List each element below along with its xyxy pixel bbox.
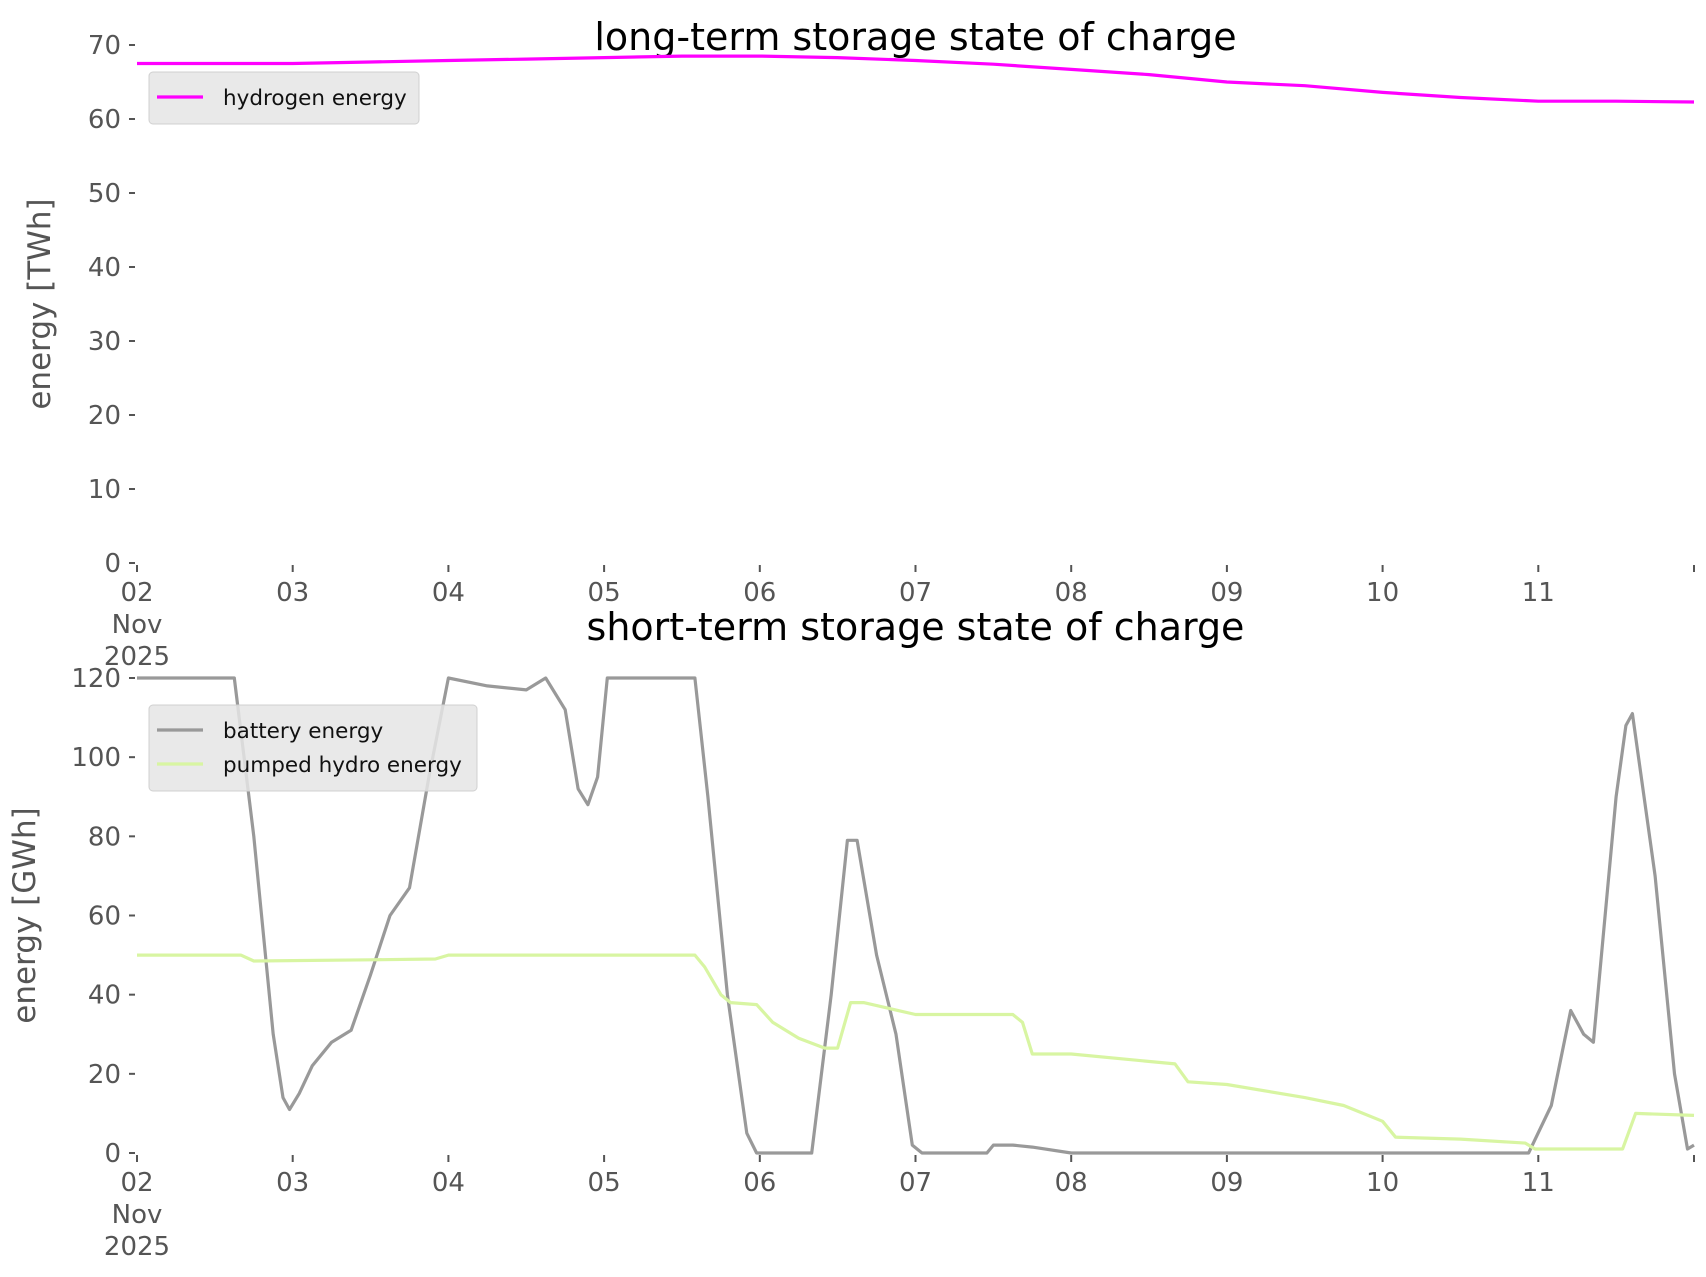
chart-title: long-term storage state of charge	[594, 15, 1236, 59]
y-tick-label: 30	[88, 327, 121, 357]
y-tick-label: 100	[71, 743, 121, 773]
y-tick-label: 120	[71, 664, 121, 694]
x-tick-label: 03	[276, 1168, 309, 1198]
legend-label: hydrogen energy	[223, 86, 407, 111]
chart-title: short-term storage state of charge	[587, 605, 1245, 649]
x-tick-label: 10	[1366, 578, 1399, 608]
y-tick-label: 50	[88, 179, 121, 209]
y-tick-label: 40	[88, 981, 121, 1011]
y-tick-label: 70	[88, 31, 121, 61]
series-line-battery-energy	[137, 676, 1695, 1155]
y-axis-label: energy [TWh]	[22, 198, 58, 409]
legend-box	[148, 71, 420, 125]
y-axis-label: energy [GWh]	[7, 807, 43, 1023]
y-tick-label: 20	[88, 1060, 121, 1090]
x-tick-label: 03	[276, 578, 309, 608]
x-tick-label: 10	[1366, 1168, 1399, 1198]
x-tick-label: 09	[1210, 578, 1243, 608]
y-tick-label: 0	[104, 1139, 121, 1169]
x-tick-label: 09	[1210, 1168, 1243, 1198]
x-tick-label: 11	[1522, 1168, 1555, 1198]
x-tick-label: 04	[432, 1168, 465, 1198]
y-tick-label: 80	[88, 822, 121, 852]
x-tick-label: 06	[743, 578, 776, 608]
x-tick-label: 06	[743, 1168, 776, 1198]
y-tick-label: 0	[104, 549, 121, 579]
y-tick-label: 60	[88, 105, 121, 135]
x-tick-label: 04	[432, 578, 465, 608]
x-tick-label: 08	[1055, 1168, 1088, 1198]
y-tick-label: 10	[88, 475, 121, 505]
legend-label: pumped hydro energy	[223, 753, 462, 778]
y-tick-label: 40	[88, 253, 121, 283]
x-tick-label: 02 Nov 2025	[104, 1168, 170, 1262]
x-tick-label: 08	[1055, 578, 1088, 608]
y-tick-label: 20	[88, 401, 121, 431]
x-tick-label: 02 Nov 2025	[104, 578, 170, 672]
x-tick-label: 11	[1522, 578, 1555, 608]
x-tick-label: 07	[899, 1168, 932, 1198]
x-tick-label: 05	[588, 1168, 621, 1198]
x-tick-label: 07	[899, 578, 932, 608]
legend-label: battery energy	[223, 719, 383, 744]
y-tick-label: 60	[88, 902, 121, 932]
x-tick-label: 05	[588, 578, 621, 608]
legend-box	[148, 704, 478, 792]
series-line-pumped-hydro-energy	[137, 953, 1695, 1151]
series-line-hydrogen-energy	[137, 54, 1695, 104]
